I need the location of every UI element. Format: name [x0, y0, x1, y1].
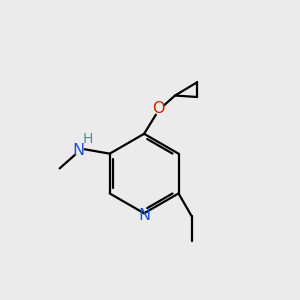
Text: H: H — [83, 132, 93, 146]
Text: O: O — [153, 101, 165, 116]
Text: N: N — [138, 208, 150, 223]
Text: N: N — [73, 143, 85, 158]
